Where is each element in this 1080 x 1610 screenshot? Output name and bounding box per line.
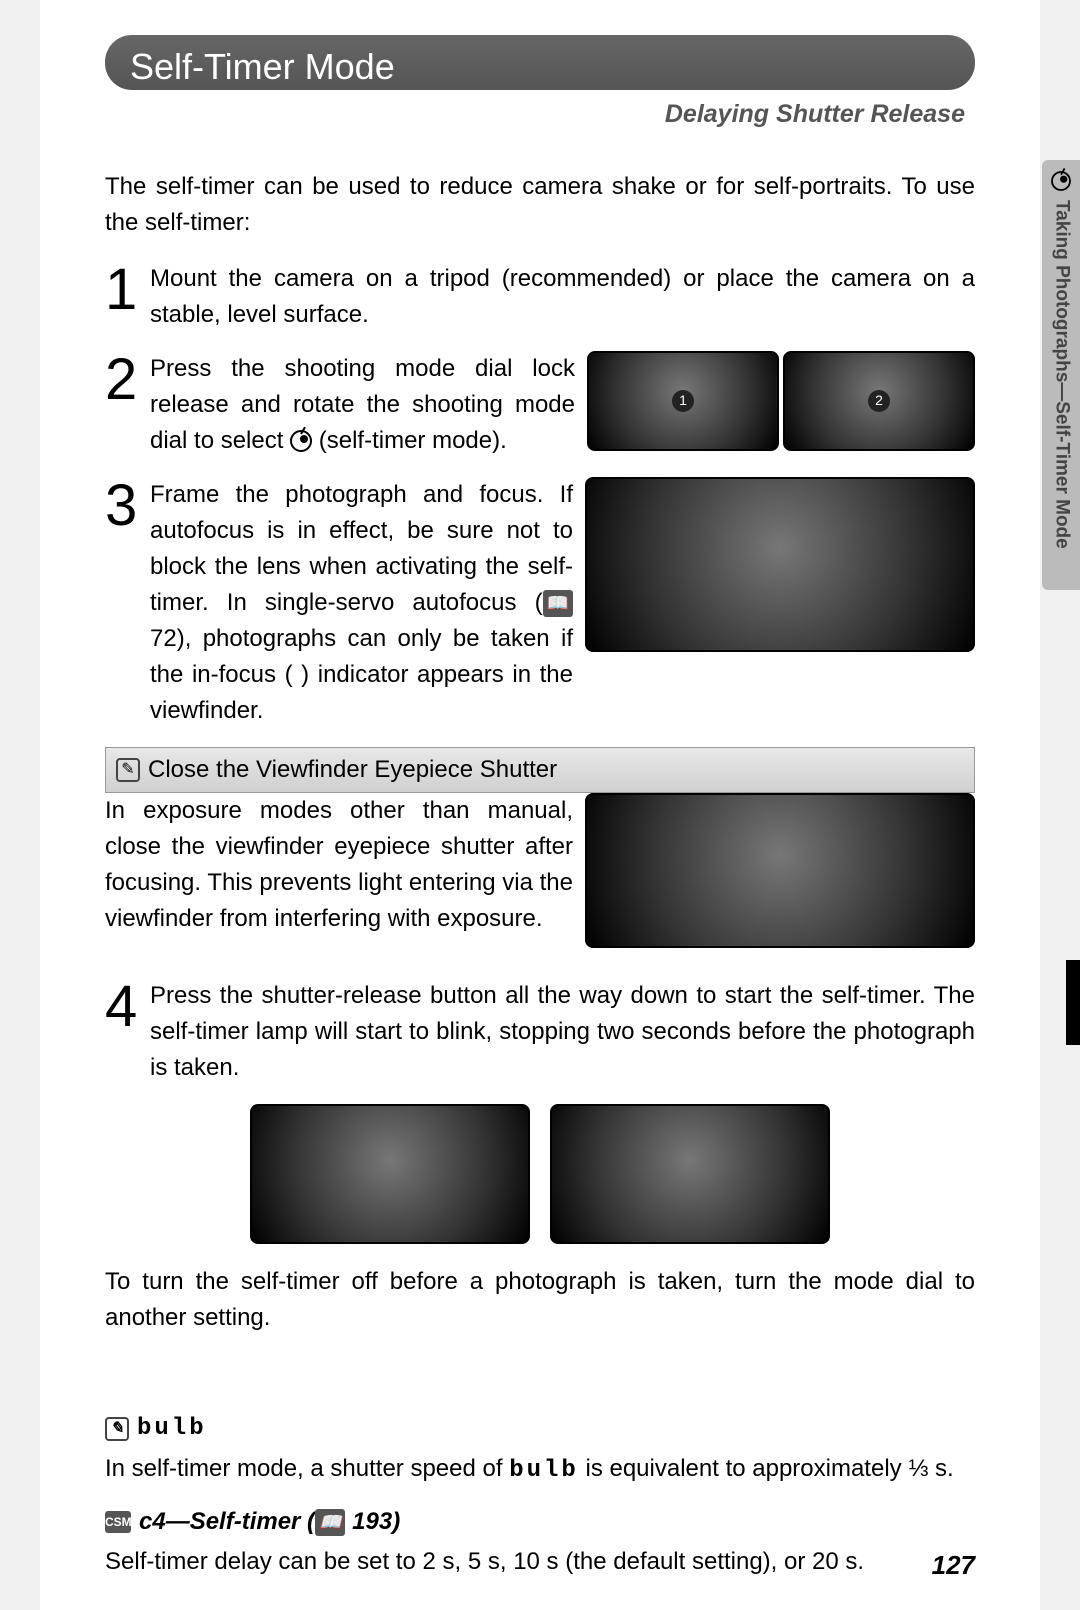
eyepiece-shutter-illustration [585,793,975,948]
side-tab-label: Taking Photographs—Self-Timer Mode [1047,200,1076,549]
shutter-press-illustration [585,477,975,652]
callout-text: In exposure modes other than manual, clo… [105,793,573,948]
step-3: 3 Frame the photograph and focus. If aut… [105,477,975,729]
step-body: Mount the camera on a tripod (recommende… [150,261,975,333]
step-body: Frame the photograph and focus. If autof… [150,477,573,729]
dial-release-illustration: 1 [587,351,779,451]
page-number: 127 [932,1546,975,1585]
pencil-icon: ✎ [105,1417,129,1441]
callout-title: Close the Viewﬁnder Eyepiece Shutter [148,752,557,788]
page-ref-icon: 📖 [315,1509,345,1536]
csm-note: CSM c4—Self-timer (📖 193) Self-timer del… [105,1504,975,1580]
self-timer-icon [290,430,312,452]
bulb-note: ✎ bulb In self-timer mode, a shutter spe… [105,1411,975,1489]
csm-text: Self-timer delay can be set to 2 s, 5 s,… [105,1544,975,1580]
pencil-icon: ✎ [116,758,140,782]
thumb-tab [1066,960,1080,1045]
section-subtitle: Delaying Shutter Release [105,96,975,134]
step-number: 3 [105,480,150,729]
step-4: 4 Press the shutter-release button all t… [105,978,975,1086]
section-title-bar: Self-Timer Mode [105,35,975,90]
step-number: 1 [105,264,150,333]
intro-text: The self-timer can be used to reduce cam… [105,169,975,241]
timer-lamp-illustration [550,1104,830,1244]
step-body: Press the shutter-release button all the… [150,978,975,1086]
callout-block: ✎ Close the Viewﬁnder Eyepiece Shutter I… [105,747,975,948]
bulb-text: In self-timer mode, a shutter speed of b… [105,1451,975,1489]
shutter-release-illustration [250,1104,530,1244]
csm-icon: CSM [105,1511,131,1533]
page-ref-icon: 📖 [543,590,573,617]
step-number: 2 [105,354,150,459]
callout-header: ✎ Close the Viewﬁnder Eyepiece Shutter [105,747,975,793]
turn-off-text: To turn the self-timer off before a phot… [105,1264,975,1336]
step-2: 2 Press the shooting mode dial lock rele… [105,351,975,459]
step-2-images: 1 2 [587,351,975,459]
step-1: 1 Mount the camera on a tripod (recommen… [105,261,975,333]
section-title: Self-Timer Mode [130,40,395,94]
step-number: 4 [105,981,150,1086]
side-tab: Taking Photographs—Self-Timer Mode [1042,160,1080,590]
bulb-label: bulb [137,1411,207,1447]
dial-rotate-illustration: 2 [783,351,975,451]
step-body: Press the shooting mode dial lock releas… [150,351,575,459]
self-timer-icon [1051,171,1071,191]
step-4-images [105,1104,975,1244]
